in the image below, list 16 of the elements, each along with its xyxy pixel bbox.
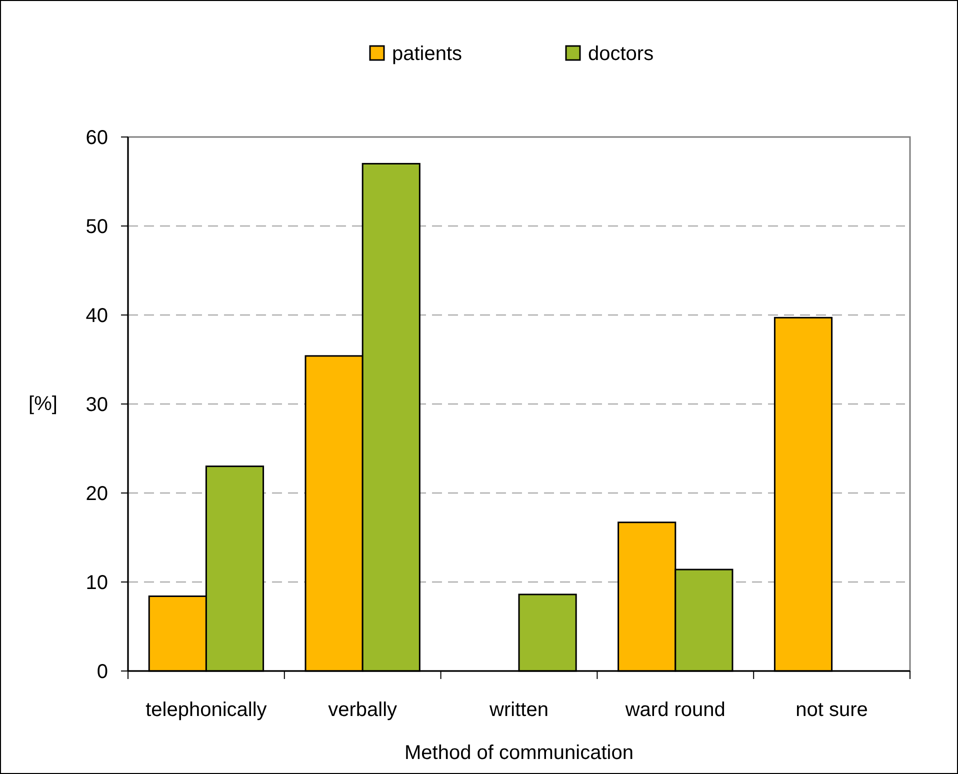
- y-tick-label: 50: [86, 216, 108, 238]
- x-tick-label: written: [488, 699, 548, 721]
- legend-label: patients: [392, 43, 462, 65]
- x-tick-label: ward round: [624, 699, 726, 721]
- y-tick-label: 0: [96, 661, 108, 683]
- y-tick-label: 40: [86, 305, 108, 327]
- y-tick-label: 20: [86, 483, 108, 505]
- y-tick-label: 60: [86, 127, 108, 149]
- y-tick-label: 30: [86, 394, 108, 416]
- y-tick-label: 10: [86, 572, 108, 594]
- y-axis-title: [%]: [28, 393, 58, 415]
- x-axis-title: Method of communication: [404, 742, 634, 764]
- x-tick-label: verbally: [328, 699, 398, 721]
- legend-label: doctors: [588, 43, 654, 65]
- x-tick-label: telephonically: [146, 699, 267, 721]
- x-tick-label: not sure: [796, 699, 868, 721]
